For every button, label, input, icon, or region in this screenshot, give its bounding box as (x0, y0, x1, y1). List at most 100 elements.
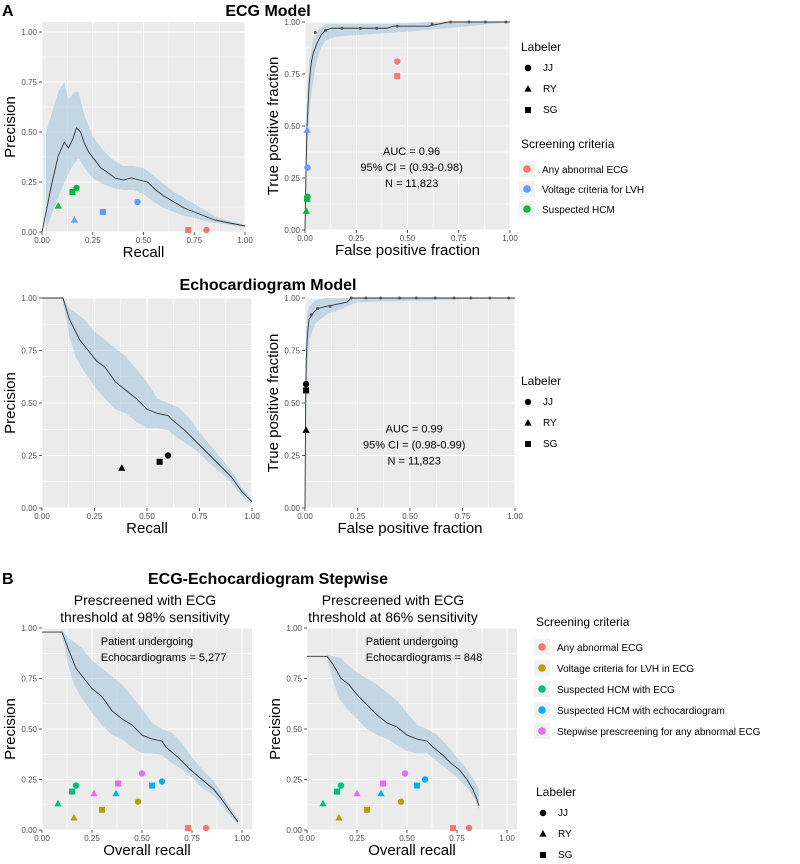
step98-y-tick-label: 0.00 (21, 826, 37, 835)
legend-b-screening-key-cyan (538, 706, 546, 714)
echo_roc-curve-line (304, 297, 515, 509)
echo_roc-curve-marker (507, 296, 511, 300)
panel-letter-a: A (2, 3, 14, 20)
ecg_roc-curve-marker (375, 26, 379, 30)
ecg_pr-x-tick-label: 1.00 (237, 236, 253, 245)
echo_pr-y-tick-label: 0.75 (21, 347, 37, 356)
panel-letter-b: B (2, 571, 14, 588)
ecg_pr-point-green-circle (73, 184, 80, 192)
step86-y-tick-label: 0.50 (286, 725, 302, 734)
echo_roc-y-tick-label: 0.75 (284, 347, 300, 356)
echo_pr-x-tick-label: 0.00 (34, 512, 50, 521)
step86-annotation-line: Echocardiograms = 848 (366, 652, 482, 664)
step98-y-tick-label: 1.00 (21, 624, 37, 633)
step86-point-olive-square (364, 806, 370, 813)
legend-a-screening-label: Suspected HCM (542, 205, 615, 216)
echo_pr-y-tick-label: 0.00 (21, 504, 37, 513)
echo_roc-curve-marker (414, 296, 418, 300)
legend-b-labeler-key-circle (539, 809, 547, 817)
echo_roc-x-tick-label: 0.50 (402, 512, 418, 521)
step86-point-magenta-square (380, 780, 386, 787)
echo_pr-x-tick-label: 0.25 (87, 512, 103, 521)
ecg_pr-curve-line (41, 127, 246, 233)
step98-subtitle-line1: Prescreened with ECG (74, 592, 216, 608)
step98-x-tick-label: 0.25 (84, 834, 100, 843)
legend-b-screening-label: Any abnormal ECG (557, 643, 643, 654)
step98-point-magenta-circle (138, 770, 146, 777)
legend-echo-labeler-key-square (525, 441, 531, 447)
echo_pr-curve-line (42, 297, 253, 503)
step86-y-tick-label: 0.25 (286, 776, 302, 785)
step98-x-tick-label: 0.00 (34, 834, 50, 843)
legend-a-screening-key-red (523, 165, 531, 173)
ecg_roc-curve-marker (358, 26, 362, 30)
legend-b-screening-key-olive (538, 664, 546, 672)
ecg_roc-annotation-line: AUC = 0.96 (383, 146, 440, 158)
ecg_pr-point-red-square (185, 227, 192, 233)
legend-b-screening-key-red (538, 643, 546, 651)
step86-x-tick-label: 1.00 (499, 834, 515, 843)
step86-point-olive-triangle (335, 813, 343, 821)
step86-point-magenta-triangle (353, 789, 361, 797)
ecg_roc-point-blue-triangle (303, 126, 311, 133)
step86-subtitle-line1: Prescreened with ECG (322, 592, 464, 608)
legend-b-labeler-title: Labeler (536, 785, 576, 799)
echo_roc-curve-marker (328, 304, 332, 308)
ecg_pr-point-blue-circle (134, 198, 141, 206)
step86-point-red-circle (465, 824, 473, 832)
ecg_pr-x-tick-label: 0.00 (34, 236, 50, 245)
step86-point-olive-circle (397, 798, 405, 805)
ecg_roc-curve-marker (340, 26, 344, 30)
echo_roc-curve-marker (364, 296, 368, 300)
legend-echo-labeler-label: SG (543, 439, 558, 450)
step86-point-teal-circle (337, 782, 345, 789)
legend-a-labeler-label: JJ (543, 63, 553, 74)
legend-b-screening-title: Screening criteria (536, 615, 630, 629)
step86-y-tick-label: 1.00 (286, 624, 302, 633)
step86-x-tick-label: 0.25 (349, 834, 365, 843)
legend-b-screening-label: Voltage criteria for LVH in ECG (557, 664, 694, 675)
legend-a-screening-label: Any abnormal ECG (542, 165, 628, 176)
ecg_roc-curve-marker (449, 20, 453, 24)
ecg_roc-y-tick-label: 0.50 (284, 122, 300, 131)
legend-a-labeler-key-square (525, 107, 531, 113)
step86-point-teal-square (334, 788, 340, 795)
ecg_roc-point-red-square (394, 73, 401, 80)
ecg_roc-point-green-triangle (302, 207, 310, 214)
step86-x-tick-label: 0.50 (399, 834, 415, 843)
ecg_roc-curve-marker (430, 22, 434, 26)
echo_roc-x-tick-label: 1.00 (507, 512, 523, 521)
ecg_roc-point-green-square (304, 195, 311, 202)
ecg_roc-x-axis-title: False positive fraction (335, 242, 480, 259)
step86-curve-line (307, 655, 480, 806)
step86-annotation-line: Patient undergoing (366, 636, 458, 648)
legend-b-screening: Screening criteria Any abnormal ECG Voltag… (534, 615, 761, 739)
step86-x-tick-label: 0.00 (299, 834, 315, 843)
step86-plot: 0.00 0.25 0.50 0.75 1.00 0.00 0.25 0.50 0.75 1.00… (267, 624, 517, 859)
legend-b-labeler-key-square (540, 852, 546, 858)
step86-x-axis-title: Overall recall (368, 842, 456, 859)
stepwise-title: ECG-Echocardiogram Stepwise (148, 571, 388, 588)
echo_pr-y-tick-label: 1.00 (21, 294, 37, 303)
echo_roc-y-tick-label: 0.25 (284, 452, 300, 461)
legend-echo-labeler-label: RY (543, 418, 557, 429)
echo-model-title: Echocardiogram Model (180, 277, 357, 294)
legend-a-screening: Screening criteria Any abnormal ECG Voltag… (519, 137, 644, 217)
step98-point-cyan-triangle (112, 789, 120, 797)
echo_pr-point-black-square (156, 458, 163, 465)
step98-x-tick-label: 0.50 (134, 834, 150, 843)
echo_roc-point-black-triangle (302, 426, 310, 433)
legend-b-screening-label: Stepwise prescreening for any abnormal E… (557, 727, 761, 738)
legend-echo-labeler-key-circle (524, 398, 532, 406)
ecg_pr-x-axis-title: Recall (123, 244, 165, 261)
step98-point-red-circle (202, 824, 210, 832)
ecg-pr-plot: 0.00 0.25 0.50 0.75 1.00 0.00 0.25 0.50 0.75 1.00… (2, 22, 253, 261)
ecg_pr-y-tick-label: 0.25 (21, 178, 37, 187)
legend-b-screening-label: Suspected HCM with echocardiogram (557, 706, 725, 717)
step86-subtitle-line2: threshold at 86% sensitivity (308, 609, 478, 625)
step86-y-tick-label: 0.75 (286, 675, 302, 684)
step98-point-olive-square (99, 806, 105, 813)
legend-a-labeler-label: SG (543, 105, 558, 116)
ecg_pr-point-green-square (69, 189, 76, 195)
